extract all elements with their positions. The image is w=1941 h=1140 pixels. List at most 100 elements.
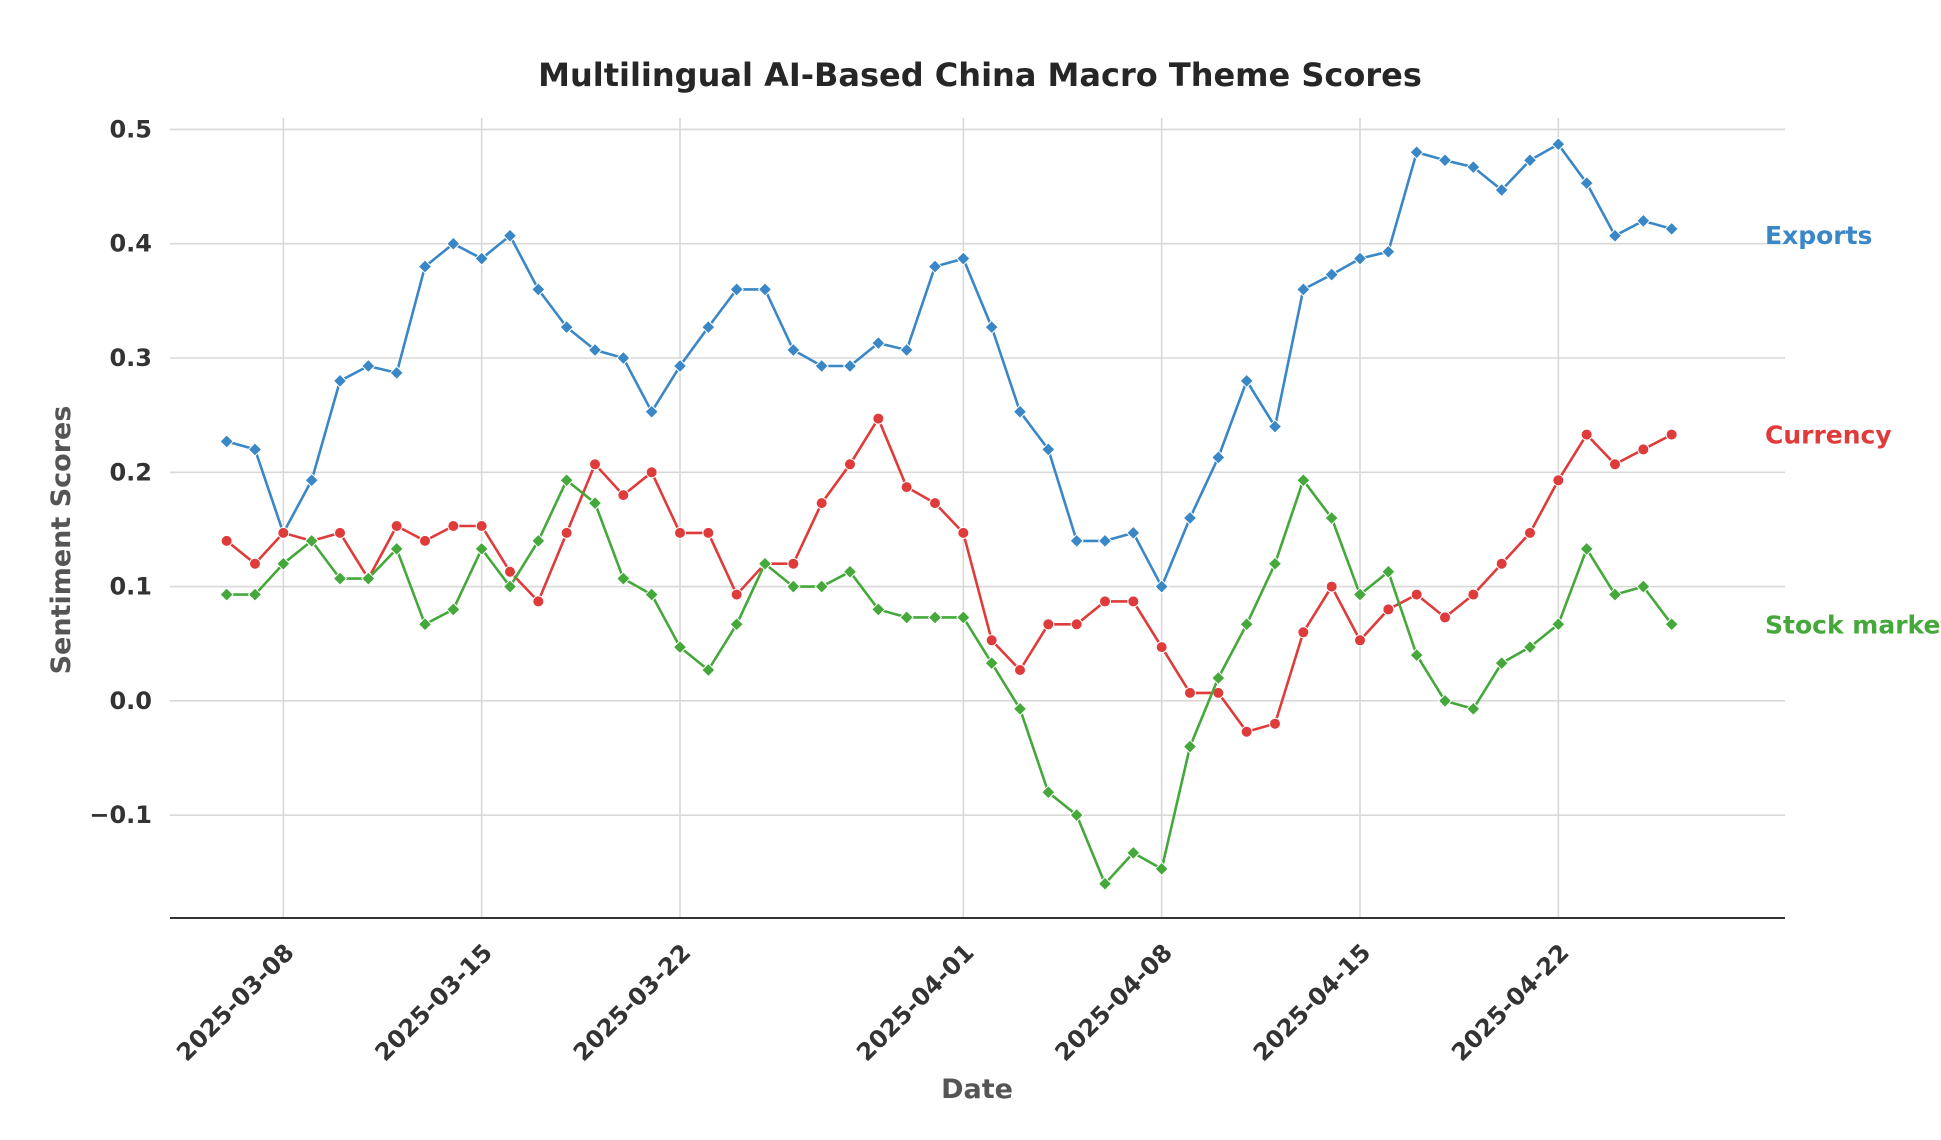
currency-point	[419, 534, 431, 547]
stock-market-point	[389, 541, 404, 557]
stock-market-point	[644, 587, 659, 602]
currency-point	[1042, 618, 1055, 631]
y-tick-label: 0.2	[109, 458, 152, 486]
exports-point	[1296, 282, 1311, 297]
currency-point	[957, 526, 970, 539]
stock-market-point	[531, 533, 546, 549]
exports-point	[1012, 404, 1028, 419]
y-tick-label: −0.1	[89, 801, 152, 829]
exports-point	[417, 259, 433, 274]
exports-point	[701, 319, 716, 335]
stock-market-point	[304, 533, 319, 549]
stock-market-point	[1126, 845, 1141, 861]
series-lines	[219, 137, 1679, 891]
grid-lines	[170, 118, 1785, 918]
stock-market-point	[417, 617, 433, 632]
y-tick-label: 0.1	[109, 573, 152, 601]
exports-point	[814, 358, 829, 374]
stock-market-point	[701, 662, 716, 678]
exports-point	[1409, 145, 1424, 160]
stock-market-point	[1352, 587, 1368, 602]
y-axis-ticks: −0.1 0.0 0.1 0.2 0.3 0.4 0.5	[89, 115, 152, 829]
currency-point	[645, 466, 658, 479]
currency-point	[277, 526, 290, 539]
x-axis-label: Date	[941, 1074, 1013, 1105]
exports-point	[1239, 373, 1254, 389]
currency-point	[532, 595, 545, 608]
stock-market-point	[276, 556, 291, 571]
currency-point	[900, 481, 913, 494]
currency-point	[1297, 626, 1310, 639]
exports-point	[1664, 221, 1679, 237]
exports-point	[899, 342, 914, 358]
stock-market-point	[729, 617, 744, 632]
currency-point	[1240, 725, 1253, 738]
exports-point	[927, 259, 943, 274]
exports-point	[1466, 159, 1481, 175]
currency-point	[1382, 603, 1395, 616]
stock-market-point	[1097, 876, 1113, 891]
stock-market-point	[1211, 670, 1226, 686]
stock-market-point	[559, 473, 574, 488]
y-axis-label: Sentiment Scores	[46, 406, 77, 675]
stock-market-point	[1494, 655, 1509, 671]
exports-point	[1041, 442, 1056, 457]
currency-point	[1184, 686, 1196, 699]
stock-market-point	[956, 610, 971, 625]
exports-point	[1551, 137, 1566, 152]
currency-point	[589, 458, 601, 471]
stock-market-point	[1551, 617, 1566, 632]
exports-point	[1154, 579, 1169, 594]
stock-market-point	[1267, 556, 1283, 571]
stock-market-point	[219, 587, 234, 602]
exports-point	[389, 365, 404, 381]
stock-market-point	[814, 579, 829, 594]
exports-label: Exports	[1765, 221, 1872, 250]
stock-market-point	[361, 571, 376, 586]
stock-market-point	[927, 610, 943, 625]
y-tick-label: 0.0	[109, 687, 152, 715]
currency-point	[1127, 595, 1140, 608]
stock-market-point	[1324, 510, 1339, 526]
exports-point	[1522, 153, 1538, 168]
exports-point	[1211, 450, 1226, 465]
currency-point	[447, 520, 460, 532]
exports-point	[1437, 153, 1453, 168]
currency-point	[1609, 458, 1621, 471]
currency-point	[1325, 580, 1338, 593]
x-tick-label: 2025-04-15	[1248, 938, 1376, 1066]
y-tick-label: 0.4	[109, 230, 152, 258]
currency-point	[844, 458, 856, 471]
stock-market-point	[842, 564, 858, 579]
stock-market-point	[247, 587, 263, 602]
y-tick-label: 0.3	[109, 344, 152, 372]
currency-point	[220, 534, 233, 547]
exports-point	[474, 251, 489, 266]
stock-market-point	[984, 655, 999, 671]
stock-market-point	[1409, 647, 1424, 663]
stock-market-point	[1579, 541, 1594, 557]
stock-market-point	[1182, 739, 1198, 754]
currency-point	[674, 526, 686, 539]
stock-market-point	[1381, 564, 1396, 579]
exports-point	[956, 251, 971, 266]
currency-point	[1014, 664, 1026, 676]
y-tick-label: 0.5	[109, 115, 152, 143]
x-tick-label: 2025-03-08	[171, 938, 299, 1066]
stock-market-point	[1296, 473, 1311, 488]
exports-point	[729, 282, 744, 297]
exports-point	[247, 442, 263, 457]
exports-line	[226, 143, 1673, 588]
exports-point	[984, 319, 999, 335]
stock-market-point	[474, 541, 489, 557]
currency-point	[334, 526, 346, 539]
stock-market-label: Stock market	[1765, 610, 1941, 639]
stock-market-point	[616, 571, 631, 586]
exports-point	[332, 373, 348, 389]
currency-point	[702, 526, 715, 539]
exports-point	[1267, 419, 1283, 434]
stock-market-point	[446, 602, 461, 617]
currency-line	[225, 417, 1673, 734]
series-labels: Exports Currency Stock market	[1765, 221, 1941, 639]
